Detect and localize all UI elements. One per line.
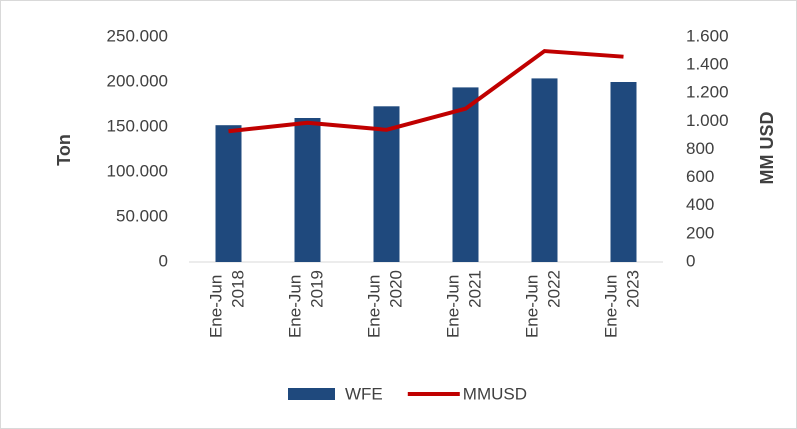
y-tick-label: 50.000 xyxy=(116,206,168,225)
x-tick-label: Ene-Jun 2022 xyxy=(523,270,564,338)
bar xyxy=(610,82,637,262)
bar xyxy=(452,87,479,263)
y2-tick-label: 1.600 xyxy=(686,26,729,45)
y-tick-label: 100.000 xyxy=(107,161,168,180)
line xyxy=(228,49,624,134)
x-tick-line: Ene-Jun xyxy=(286,270,305,338)
y-tick-label: 200.000 xyxy=(107,71,168,90)
x-tick-line: Ene-Jun xyxy=(523,270,542,338)
bar xyxy=(531,78,558,263)
y2-axis-label: MM USD xyxy=(757,112,777,185)
y2-tick-label: 600 xyxy=(686,167,714,186)
x-tick-line: Ene-Jun xyxy=(365,270,384,338)
legend-swatch xyxy=(288,388,335,400)
x-tick-line: 2019 xyxy=(308,270,327,308)
bar xyxy=(215,125,242,262)
x-tick-line: 2023 xyxy=(624,270,643,308)
bar xyxy=(294,118,321,262)
legend-label: WFE xyxy=(345,384,383,403)
x-tick-label: Ene-Jun 2019 xyxy=(286,270,327,338)
y2-tick-label: 1.200 xyxy=(686,83,729,102)
x-tick-line: Ene-Jun xyxy=(207,270,226,338)
y2-tick-label: 400 xyxy=(686,195,714,214)
x-tick-line: 2018 xyxy=(229,270,248,308)
y2-tick-label: 0 xyxy=(686,251,695,270)
y2-tick-label: 1.000 xyxy=(686,111,729,130)
x-tick-line: 2021 xyxy=(466,270,485,308)
y-tick-label: 250.000 xyxy=(107,26,168,45)
bar xyxy=(373,106,400,262)
x-tick-line: 2022 xyxy=(545,270,564,308)
y2-tick-label: 1.400 xyxy=(686,55,729,74)
x-tick-label: Ene-Jun 2021 xyxy=(444,270,485,338)
y-axis-label: Ton xyxy=(54,134,74,166)
x-tick-line: 2020 xyxy=(387,270,406,308)
y-tick-label: 0 xyxy=(159,251,168,270)
y-tick-label: 150.000 xyxy=(107,116,168,135)
y2-tick-label: 200 xyxy=(686,223,714,242)
x-tick-label: Ene-Jun 2020 xyxy=(365,270,406,338)
x-tick-line: Ene-Jun xyxy=(444,270,463,338)
x-tick-line: Ene-Jun xyxy=(602,270,621,338)
x-tick-label: Ene-Jun 2023 xyxy=(602,270,643,338)
legend-label: MMUSD xyxy=(463,384,527,403)
y2-tick-label: 800 xyxy=(686,139,714,158)
x-tick-label: Ene-Jun 2018 xyxy=(207,270,248,338)
